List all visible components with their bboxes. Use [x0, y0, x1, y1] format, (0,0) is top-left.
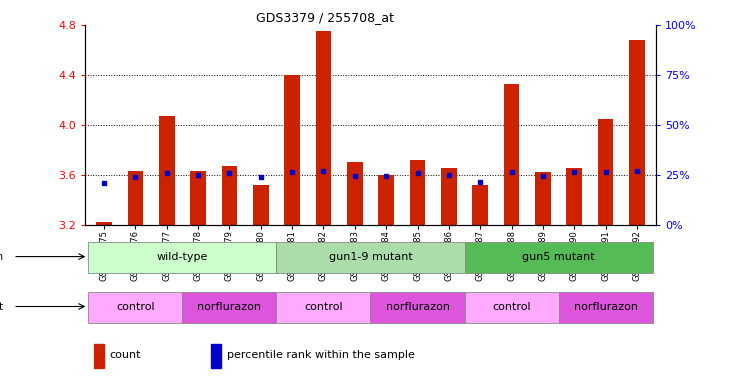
Bar [465, 292, 559, 323]
Bar [504, 84, 519, 225]
Bar [535, 172, 551, 225]
Text: norflurazon: norflurazon [385, 301, 450, 311]
Bar [210, 344, 221, 368]
Bar [566, 169, 582, 225]
Bar [559, 292, 653, 323]
Text: control: control [492, 301, 531, 311]
Title: GDS3379 / 255708_at: GDS3379 / 255708_at [256, 11, 394, 24]
Text: genotype/variation: genotype/variation [0, 252, 4, 262]
Bar [159, 116, 175, 225]
Bar [190, 171, 206, 225]
Text: control: control [304, 301, 343, 311]
Bar [94, 344, 104, 368]
Text: norflurazon: norflurazon [574, 301, 637, 311]
Text: percentile rank within the sample: percentile rank within the sample [227, 350, 415, 360]
Bar [127, 171, 143, 225]
Bar [598, 119, 614, 225]
Bar [379, 175, 394, 225]
Text: count: count [109, 350, 141, 360]
Bar [347, 162, 362, 225]
Text: wild-type: wild-type [156, 252, 208, 262]
Bar [441, 169, 456, 225]
Bar [410, 160, 425, 225]
Text: agent: agent [0, 301, 4, 311]
Text: norflurazon: norflurazon [197, 301, 262, 311]
Bar [88, 242, 276, 273]
Bar [629, 40, 645, 225]
Bar [276, 292, 370, 323]
Bar [370, 292, 465, 323]
Bar [96, 222, 112, 225]
Bar [285, 75, 300, 225]
Bar [88, 292, 182, 323]
Bar [222, 166, 237, 225]
Bar [182, 292, 276, 323]
Text: gun5 mutant: gun5 mutant [522, 252, 595, 262]
Bar [472, 185, 488, 225]
Text: control: control [116, 301, 155, 311]
Bar [253, 185, 268, 225]
Bar [316, 31, 331, 225]
Bar [276, 242, 465, 273]
Text: gun1-9 mutant: gun1-9 mutant [328, 252, 413, 262]
Bar [465, 242, 653, 273]
